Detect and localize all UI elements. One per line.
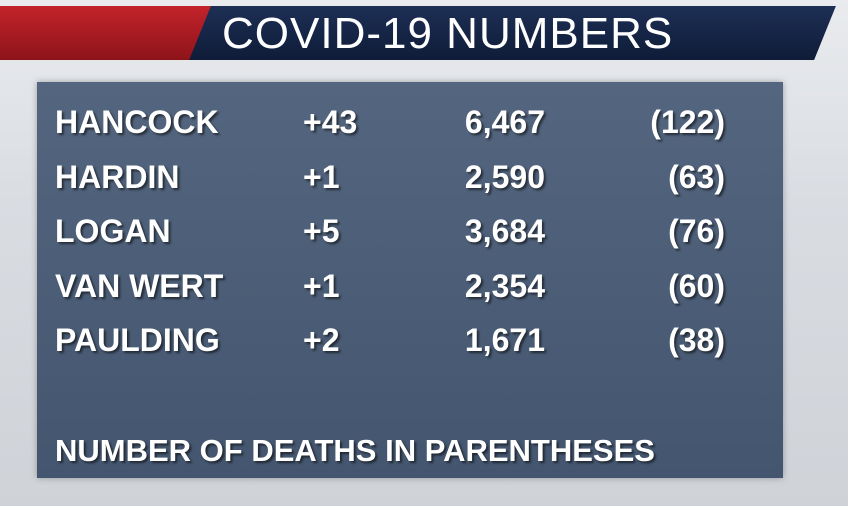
total-cases: 2,354 [464,267,545,304]
deaths: (76) [668,213,725,249]
total-cases: 2,590 [464,158,545,195]
county: HANCOCK [55,104,219,140]
new-cases: +1 [303,158,340,195]
total-cases: 6,467 [464,104,545,140]
county: HARDIN [55,158,180,195]
deaths: (60) [668,267,725,304]
title: COVID-19 NUMBERS [222,9,674,58]
new-cases: +1 [303,267,340,304]
total-cases: 1,671 [464,322,545,358]
new-cases: +43 [303,104,358,140]
county: VAN WERT [55,267,224,304]
deaths: (122) [650,104,725,140]
banner-red [0,6,216,60]
county: PAULDING [55,322,220,358]
total-cases: 3,684 [464,213,545,249]
panel [37,82,783,478]
new-cases: +5 [303,213,340,249]
county: LOGAN [55,213,171,249]
footer-note: NUMBER OF DEATHS IN PARENTHESES [55,433,655,468]
new-cases: +2 [303,322,340,358]
deaths: (38) [668,322,725,358]
deaths: (63) [668,158,725,195]
